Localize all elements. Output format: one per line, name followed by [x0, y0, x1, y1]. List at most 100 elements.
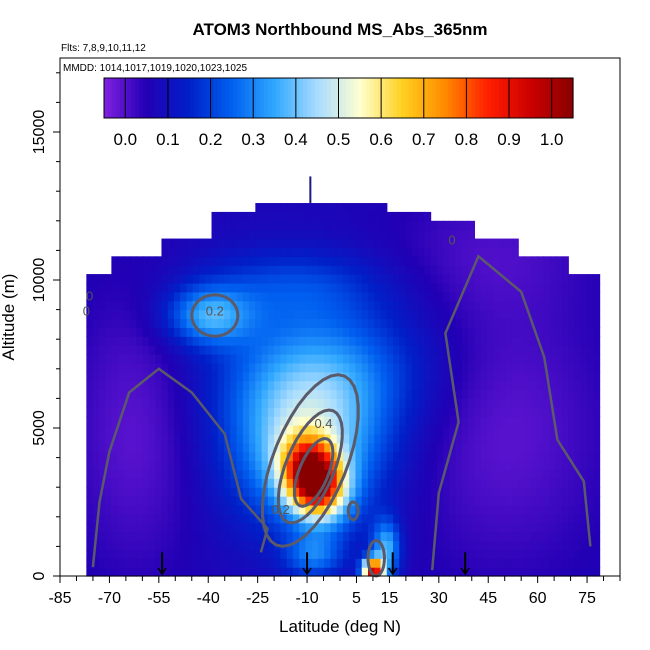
heatmap-cell: [86, 433, 94, 444]
heatmap-cell: [299, 282, 307, 293]
heatmap-cell: [199, 274, 206, 284]
heatmap-cell: [518, 345, 526, 355]
heatmap-cell: [267, 513, 275, 524]
heatmap-cell: [455, 522, 463, 533]
heatmap-cell: [236, 478, 244, 488]
heatmap-cell: [518, 309, 526, 320]
heatmap-cell: [361, 265, 369, 275]
heatmap-cell: [480, 504, 488, 515]
heatmap-cell: [562, 513, 569, 524]
heatmap-cell: [536, 354, 544, 364]
heatmap-cell: [368, 318, 375, 328]
heatmap-cell: [286, 282, 294, 293]
heatmap-cell: [342, 229, 350, 240]
heatmap-cell: [242, 558, 250, 568]
heatmap-cell: [555, 407, 563, 417]
heatmap-cell: [499, 274, 507, 284]
heatmap-cell: [474, 318, 482, 328]
colorbar-segment: [444, 78, 449, 118]
heatmap-cell: [224, 522, 231, 533]
heatmap-cell: [92, 469, 100, 479]
colorbar-segment: [330, 78, 336, 118]
heatmap-cell: [443, 354, 450, 364]
heatmap-cell: [330, 522, 338, 533]
heatmap-cell: [180, 433, 188, 444]
heatmap-cell: [524, 540, 532, 550]
heatmap-cell: [411, 433, 419, 444]
heatmap-cell: [418, 371, 425, 382]
heatmap-cell: [199, 504, 206, 515]
heatmap-cell: [443, 300, 450, 311]
heatmap-cell: [386, 229, 394, 240]
heatmap-cell: [130, 487, 138, 497]
heatmap-cell: [455, 442, 463, 453]
y-tick-label: 15000: [31, 110, 48, 155]
heatmap-cell: [292, 291, 300, 302]
heatmap-cell: [211, 496, 219, 506]
heatmap-cell: [230, 256, 238, 266]
heatmap-cell: [580, 567, 588, 577]
heatmap-cell: [292, 211, 300, 222]
heatmap-cell: [449, 416, 457, 426]
contour-line: [346, 500, 360, 522]
heatmap-cell: [255, 433, 263, 444]
heatmap-cell: [205, 345, 213, 355]
heatmap-cell: [468, 442, 475, 453]
heatmap-cell: [236, 265, 244, 275]
heatmap-cell: [230, 291, 238, 302]
heatmap-cell: [249, 496, 256, 506]
colorbar-segment: [463, 78, 469, 118]
heatmap-cell: [173, 291, 181, 302]
heatmap-cell: [374, 416, 382, 426]
heatmap-cell: [180, 558, 188, 568]
heatmap-cell: [386, 211, 394, 222]
heatmap-cell: [305, 362, 313, 373]
heatmap-cell: [549, 549, 557, 559]
heatmap-cell: [430, 487, 438, 497]
heatmap-cell: [405, 567, 413, 577]
heatmap-cell: [568, 274, 576, 284]
heatmap-cell: [399, 380, 407, 391]
heatmap-cell: [123, 487, 131, 497]
heatmap-cell: [536, 327, 544, 337]
heatmap-cell: [430, 398, 438, 408]
heatmap-cell: [562, 496, 569, 506]
heatmap-cell: [111, 531, 119, 542]
heatmap-cell: [474, 362, 482, 373]
heatmap-cell: [418, 274, 425, 284]
heatmap-cell: [242, 531, 250, 542]
heatmap-cell: [349, 389, 357, 399]
heatmap-cell: [536, 380, 544, 391]
heatmap-cell: [480, 265, 488, 275]
heatmap-cell: [299, 389, 307, 399]
heatmap-cell: [568, 460, 576, 471]
heatmap-cell: [92, 549, 100, 559]
heatmap-cell: [474, 247, 482, 257]
heatmap-cell: [593, 371, 601, 382]
heatmap-cell: [299, 442, 307, 453]
heatmap-cell: [130, 371, 138, 382]
heatmap-cell: [236, 247, 244, 257]
colorbar-segment: [440, 78, 445, 118]
heatmap-cell: [267, 327, 275, 337]
heatmap-cell: [280, 211, 288, 222]
heatmap-cell: [593, 389, 601, 399]
heatmap-cell: [443, 389, 450, 399]
heatmap-cell: [317, 362, 325, 373]
heatmap-cell: [555, 478, 563, 488]
heatmap-cell: [199, 345, 206, 355]
heatmap-cell: [217, 247, 225, 257]
heatmap-cell: [105, 469, 112, 479]
heatmap-cell: [418, 354, 425, 364]
heatmap-cell: [117, 300, 125, 311]
heatmap-cell: [424, 362, 432, 373]
heatmap-cell: [480, 362, 488, 373]
heatmap-cell: [374, 407, 382, 417]
heatmap-cell: [580, 407, 588, 417]
heatmap-cell: [580, 300, 588, 311]
heatmap-cell: [536, 425, 544, 435]
heatmap-cell: [418, 256, 425, 266]
heatmap-cell: [530, 380, 538, 391]
heatmap-cell: [180, 425, 188, 435]
heatmap-cell: [342, 549, 350, 559]
